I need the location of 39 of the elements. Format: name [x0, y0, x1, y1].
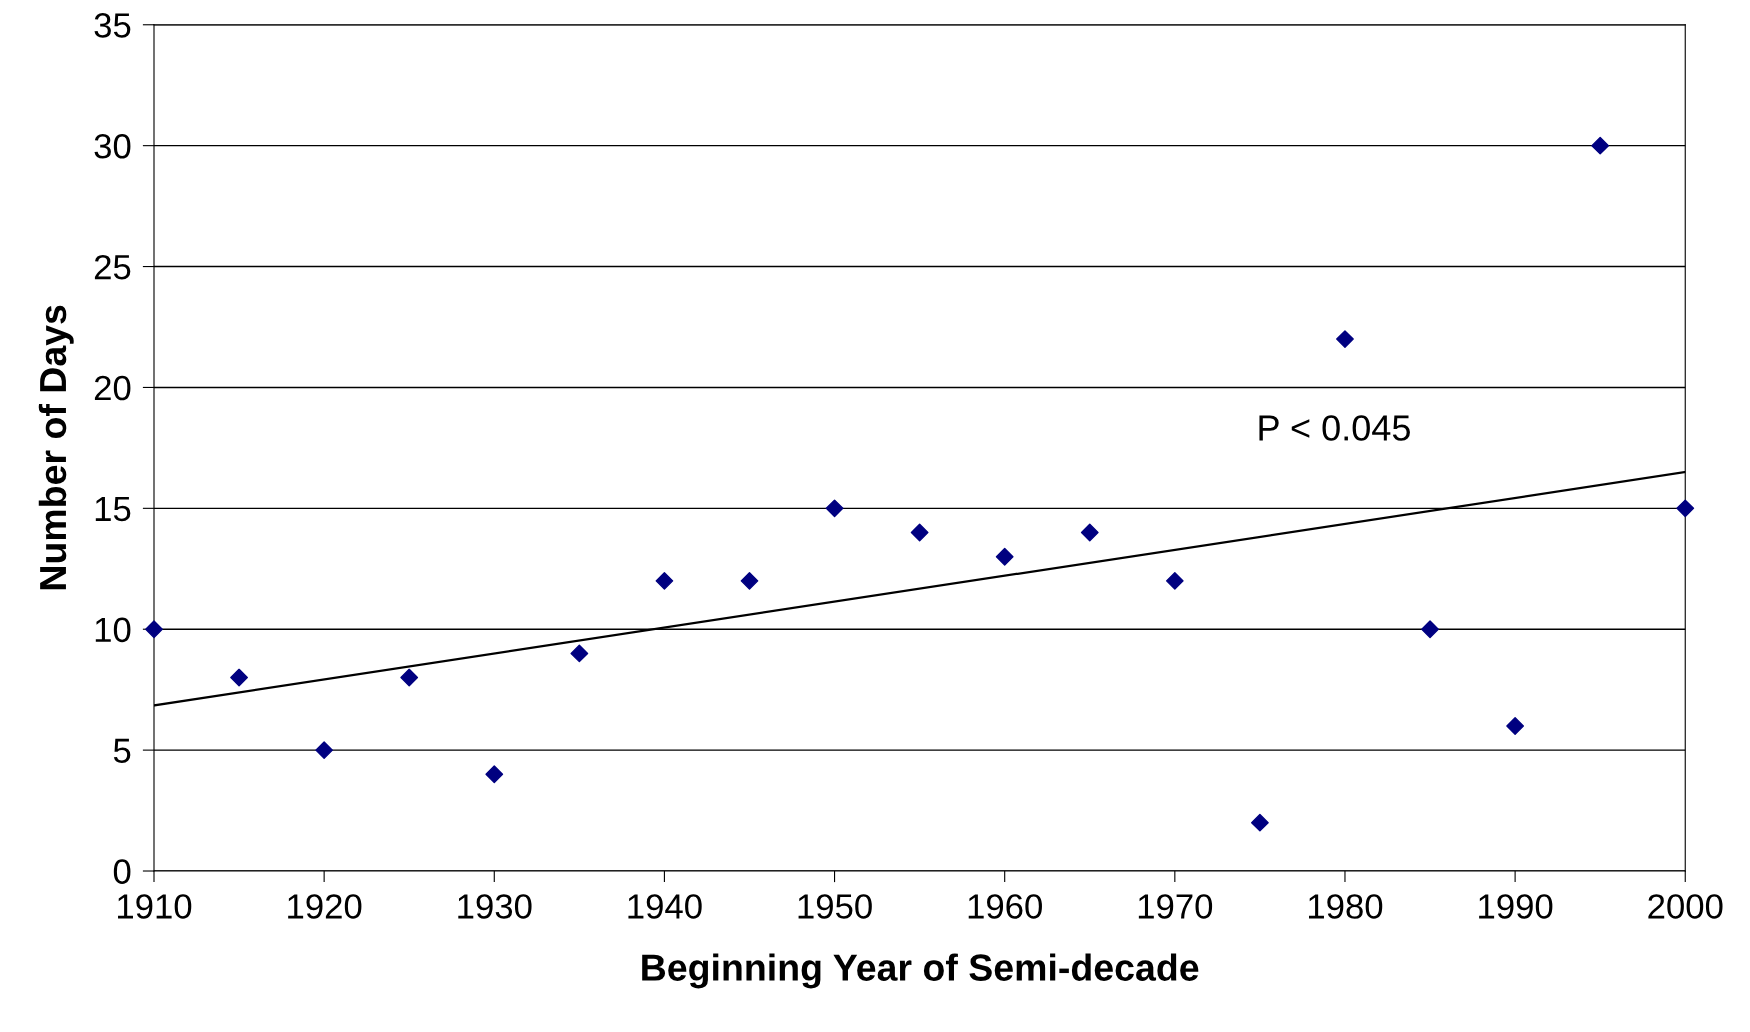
point	[400, 668, 419, 687]
x-tick-label: 2000	[1648, 894, 1723, 919]
point	[570, 644, 589, 663]
annotation: P < 0.045	[1259, 415, 1410, 441]
y-tick-label: 30	[94, 133, 131, 159]
x-tick-label: 1930	[458, 894, 532, 919]
point	[1080, 523, 1099, 542]
x-tick-label: 1980	[1309, 894, 1383, 919]
y-tick-label: 25	[94, 254, 131, 280]
x-tick-label: 1950	[798, 894, 872, 919]
y-tick-label: 35	[94, 13, 131, 38]
point	[995, 547, 1014, 566]
point	[315, 741, 334, 760]
x-tick-label: 1940	[628, 894, 702, 919]
x-tick-label: 1910	[118, 894, 192, 919]
point	[485, 765, 504, 784]
x-tick-label: 1920	[288, 894, 362, 919]
point	[1506, 717, 1525, 735]
x-tick-label: 1990	[1479, 894, 1553, 919]
point	[1165, 571, 1184, 590]
point	[1336, 330, 1354, 348]
y-tick-label: 20	[94, 375, 131, 401]
x-axis-title: Beginning Year of Semi-decade	[642, 953, 1199, 989]
y-tick-label: 5	[113, 738, 131, 764]
point	[910, 523, 929, 542]
point	[740, 571, 759, 590]
y-tick-label: 15	[95, 497, 131, 522]
point	[655, 571, 674, 590]
x-tick-label: 1970	[1138, 894, 1213, 919]
y-tick-label: 10	[95, 617, 131, 643]
y-tick-label: 0	[113, 859, 131, 884]
x-tick-label: 1960	[968, 894, 1042, 919]
point	[825, 499, 844, 518]
y-axis-title: Number of Days	[38, 305, 74, 590]
point	[230, 668, 248, 687]
point	[1676, 499, 1695, 518]
point	[1421, 620, 1439, 639]
point	[1591, 136, 1610, 155]
point	[1250, 813, 1269, 832]
